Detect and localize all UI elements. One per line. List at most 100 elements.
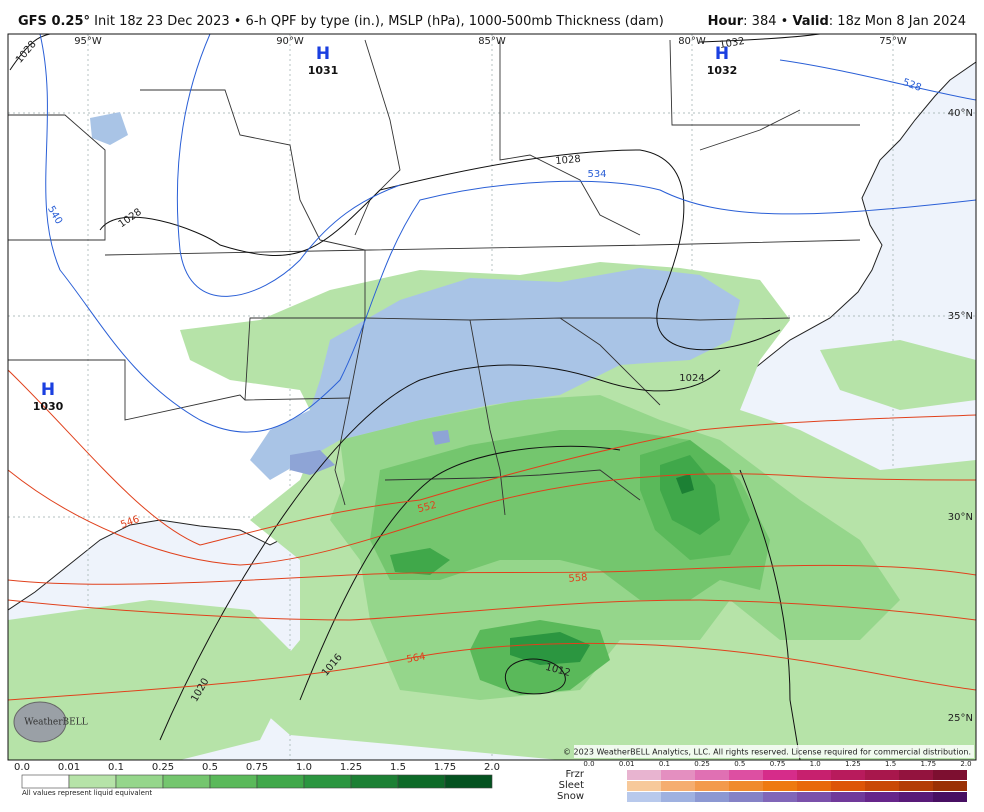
header-right: Hour: 384 • Valid: 18z Mon 8 Jan 2024 [708,14,966,29]
latitude-label: 25°N [948,713,973,724]
ptype-swatch [729,770,763,780]
ptype-swatch [661,781,695,791]
ptype-swatch [763,770,797,780]
rain-swatch [303,774,352,789]
ptype-swatch [729,792,763,802]
ptype-label: 0.1 [659,760,670,768]
ptype-swatch [899,770,933,780]
model-name: GFS 0.25° [18,14,90,29]
latitude-label: 35°N [948,311,973,322]
high-letter: H [316,44,330,64]
ptype-swatch [933,792,967,802]
rain-swatch [68,774,117,789]
header-left: GFS 0.25° Init 18z 23 Dec 2023 • 6-h QPF… [18,14,664,29]
ptype-swatch [865,770,899,780]
ptype-swatch [933,781,967,791]
ptype-swatch [661,770,695,780]
rain-label: 0.5 [202,762,218,773]
ptype-label: 1.25 [845,760,861,768]
hour-text: : 384 • [743,14,788,29]
longitude-label: 90°W [276,36,304,47]
ptype-swatch [627,781,661,791]
rain-label: 0.0 [14,762,30,773]
ptype-swatch [627,792,661,802]
rain-swatch [397,774,446,789]
ptype-label: 1.0 [810,760,821,768]
precipitation [8,112,976,760]
rain-label: 1.0 [296,762,312,773]
ptype-swatch [865,781,899,791]
latitude-label: 40°N [948,108,973,119]
ptype-label: 1.75 [921,760,937,768]
copyright: © 2023 WeatherBELL Analytics, LLC. All r… [563,748,971,757]
high-pressure: 1032 [707,64,738,77]
ptype-name: Snow [557,791,584,802]
map-frame [7,33,977,761]
ptype-swatch [797,792,831,802]
ptype-swatch [831,770,865,780]
rain-swatch [350,774,399,789]
rain-swatch [444,774,493,789]
longitude-label: 95°W [74,36,102,47]
isobar-label: 1032 [719,36,746,51]
logo-text: WeatherBELL [24,718,87,728]
rain-label: 1.75 [434,762,456,773]
isobar-label: 1024 [679,373,704,384]
isobar-label: 1028 [555,154,581,167]
ptype-swatch [661,792,695,802]
legend-note: All values represent liquid equivalent [22,789,152,797]
ptype-swatch [695,781,729,791]
ptype-name: Sleet [559,780,584,791]
ptype-swatch [763,792,797,802]
ptype-label: 0.01 [619,760,635,768]
ptype-label: 0.25 [694,760,710,768]
ptype-swatch [899,781,933,791]
rain-label: 2.0 [484,762,500,773]
thickness-label: 534 [587,169,606,180]
ptype-swatch [729,781,763,791]
ptype-swatch [899,792,933,802]
rain-swatch [115,774,164,789]
ptype-swatch [831,792,865,802]
thickness-label: 564 [406,651,427,665]
rain-label: 1.25 [340,762,362,773]
valid-text: : 18z Mon 8 Jan 2024 [829,14,966,29]
high-letter: H [41,380,55,400]
rain-swatch [162,774,211,789]
ptype-swatch [695,770,729,780]
ptype-label: 2.0 [960,760,971,768]
high-letter: H [715,44,729,64]
rain-label: 0.1 [108,762,124,773]
rain-swatch [256,774,305,789]
rain-label: 0.01 [58,762,80,773]
rain-label: 0.25 [152,762,174,773]
description: Init 18z 23 Dec 2023 • 6-h QPF by type (… [94,14,664,29]
rain-label: 1.5 [390,762,406,773]
ptype-swatch [797,781,831,791]
ptype-swatch [933,770,967,780]
map-labels: 95°W 90°W 85°W 80°W 75°W40°N35°N30°N25°NH103… [14,36,973,724]
ptype-label: 0.0 [583,760,594,768]
valid-label: Valid [792,14,828,29]
high-pressure: 1031 [308,64,339,77]
rain-swatch [209,774,258,789]
legend: All values represent liquid equivalent 0… [14,760,972,802]
ptype-name: Frzr [566,769,585,780]
thickness-label: 552 [416,500,437,516]
thickness-lines [8,34,976,701]
high-pressure: 1030 [33,400,64,413]
ptype-swatch [627,770,661,780]
ptype-label: 0.75 [770,760,786,768]
logo: WeatherBELL [13,701,88,743]
latitude-label: 30°N [948,512,973,523]
longitude-label: 85°W [478,36,506,47]
rain-label: 0.75 [246,762,268,773]
longitude-label: 75°W [879,36,907,47]
ptype-swatch [763,781,797,791]
map: 95°W 90°W 85°W 80°W 75°W40°N35°N30°N25°NH103… [7,33,977,761]
state-borders [8,39,861,516]
hour-label: Hour [708,14,744,29]
ptype-label: 0.5 [734,760,745,768]
ptype-swatch [695,792,729,802]
